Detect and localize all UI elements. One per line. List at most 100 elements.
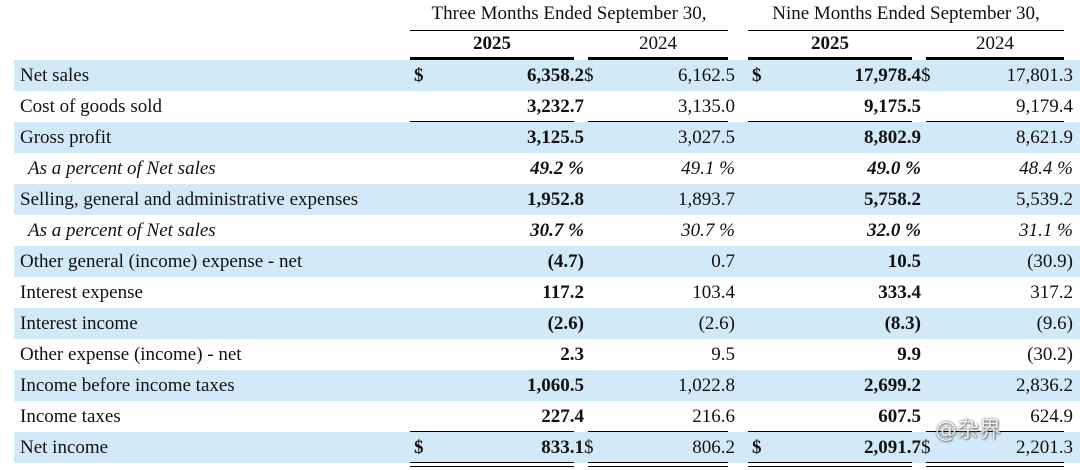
row-label: As a percent of Net sales [28, 158, 216, 179]
value-9m-2024: 5,539.2 [1016, 189, 1073, 210]
value-9m-2024: (9.6) [1036, 313, 1073, 334]
value-3m-2024: 3,027.5 [678, 127, 735, 148]
value-9m-2025: 2,699.2 [864, 375, 921, 396]
value-3m-2025: (2.6) [547, 313, 584, 334]
row-label: Other general (income) expense - net [20, 251, 303, 272]
currency-symbol: $ [752, 437, 762, 458]
subtotal-rule [588, 431, 728, 432]
row-label: Net sales [20, 65, 90, 86]
value-3m-2025: 3,125.5 [527, 127, 584, 148]
value-9m-2024: 17,801.3 [1006, 65, 1074, 86]
value-9m-2025: 32.0 % [867, 220, 921, 241]
subtotal-rule [926, 431, 1064, 432]
currency-symbol: $ [414, 65, 424, 86]
row-label: Other expense (income) - net [20, 344, 242, 365]
value-3m-2025: (4.7) [547, 251, 584, 272]
row-label: Interest expense [20, 282, 143, 303]
value-9m-2024: 9,179.4 [1016, 96, 1073, 117]
value-9m-2025: 2,091.7 [864, 437, 921, 458]
table-row: Selling, general and administrative expe… [14, 184, 1080, 215]
value-9m-2024: 2,836.2 [1016, 375, 1073, 396]
value-3m-2025: 833.1 [541, 437, 584, 458]
value-3m-2025: 1,952.8 [527, 189, 584, 210]
currency-symbol: $ [584, 437, 594, 458]
table-body: Net sales $ 6,358.2 $ 6,162.5 $ 17,978.4… [14, 60, 1080, 463]
row-label: Cost of goods sold [20, 96, 162, 117]
table-row: Interest expense 117.2 103.4 333.4 317.2 [14, 277, 1080, 308]
table-row: Income taxes 227.4 216.6 607.5 624.9 [14, 401, 1080, 432]
subtotal-rule [588, 121, 728, 122]
total-double-rule [748, 462, 912, 467]
value-3m-2025: 30.7 % [530, 220, 584, 241]
year-header-3m-2024: 2024 [588, 30, 728, 60]
total-double-rule [410, 462, 574, 467]
value-3m-2024: 49.1 % [681, 158, 735, 179]
row-label: Interest income [20, 313, 138, 334]
table-row: As a percent of Net sales 30.7 % 30.7 % … [14, 215, 1080, 246]
value-9m-2024: 31.1 % [1019, 220, 1073, 241]
table-row: Net income $ 833.1 $ 806.2 $ 2,091.7 $ 2… [14, 432, 1080, 463]
value-3m-2025: 227.4 [541, 406, 584, 427]
value-9m-2025: 49.0 % [867, 158, 921, 179]
subtotal-rule [926, 121, 1064, 122]
subtotal-rule [748, 121, 912, 122]
value-3m-2024: 1,893.7 [678, 189, 735, 210]
table-row: Other general (income) expense - net (4.… [14, 246, 1080, 277]
value-9m-2024: 317.2 [1030, 282, 1073, 303]
row-label: As a percent of Net sales [28, 220, 216, 241]
table-row: Cost of goods sold 3,232.7 3,135.0 9,175… [14, 91, 1080, 122]
value-3m-2024: 9.5 [711, 344, 735, 365]
value-9m-2025: 9,175.5 [864, 96, 921, 117]
row-label: Income taxes [20, 406, 121, 427]
value-3m-2024: 216.6 [692, 406, 735, 427]
value-9m-2024: (30.2) [1027, 344, 1073, 365]
subtotal-rule [748, 431, 912, 432]
year-header-9m-2025: 2025 [748, 30, 912, 60]
currency-symbol: $ [921, 65, 931, 86]
year-header-3m-2025: 2025 [410, 30, 574, 60]
value-3m-2024: 806.2 [692, 437, 735, 458]
value-9m-2024: (30.9) [1027, 251, 1073, 272]
value-9m-2025: 607.5 [878, 406, 921, 427]
value-3m-2025: 49.2 % [530, 158, 584, 179]
value-3m-2025: 6,358.2 [527, 65, 584, 86]
subtotal-rule [410, 431, 574, 432]
value-9m-2025: 10.5 [887, 251, 921, 272]
value-9m-2024: 2,201.3 [1016, 437, 1073, 458]
value-9m-2025: 8,802.9 [864, 127, 921, 148]
value-9m-2024: 8,621.9 [1016, 127, 1073, 148]
table-row: Income before income taxes 1,060.5 1,022… [14, 370, 1080, 401]
value-9m-2024: 48.4 % [1019, 158, 1073, 179]
value-9m-2024: 624.9 [1030, 406, 1073, 427]
row-label: Selling, general and administrative expe… [20, 189, 359, 210]
currency-symbol: $ [584, 65, 594, 86]
value-3m-2024: 1,022.8 [678, 375, 735, 396]
value-3m-2025: 2.3 [560, 344, 584, 365]
row-label: Net income [20, 437, 109, 458]
value-3m-2025: 117.2 [542, 282, 584, 303]
value-3m-2025: 1,060.5 [527, 375, 584, 396]
value-3m-2024: 30.7 % [681, 220, 735, 241]
subtotal-rule [410, 121, 574, 122]
value-9m-2025: 17,978.4 [854, 65, 922, 86]
row-label: Income before income taxes [20, 375, 235, 396]
header-nine-months: Nine Months Ended September 30, [748, 0, 1064, 31]
header-three-months: Three Months Ended September 30, [410, 0, 728, 31]
value-3m-2024: 103.4 [692, 282, 735, 303]
table-row: Gross profit 3,125.5 3,027.5 8,802.9 8,6… [14, 122, 1080, 153]
year-header-9m-2024: 2024 [926, 30, 1064, 60]
value-3m-2024: (2.6) [698, 313, 735, 334]
value-9m-2025: 333.4 [878, 282, 921, 303]
value-3m-2024: 0.7 [711, 251, 735, 272]
row-label: Gross profit [20, 127, 112, 148]
currency-symbol: $ [414, 437, 424, 458]
total-double-rule [588, 462, 728, 467]
value-9m-2025: (8.3) [884, 313, 921, 334]
value-9m-2025: 5,758.2 [864, 189, 921, 210]
table-row: As a percent of Net sales 49.2 % 49.1 % … [14, 153, 1080, 184]
table-row: Other expense (income) - net 2.3 9.5 9.9… [14, 339, 1080, 370]
value-3m-2024: 6,162.5 [678, 65, 735, 86]
total-double-rule [926, 462, 1064, 467]
value-3m-2024: 3,135.0 [678, 96, 735, 117]
